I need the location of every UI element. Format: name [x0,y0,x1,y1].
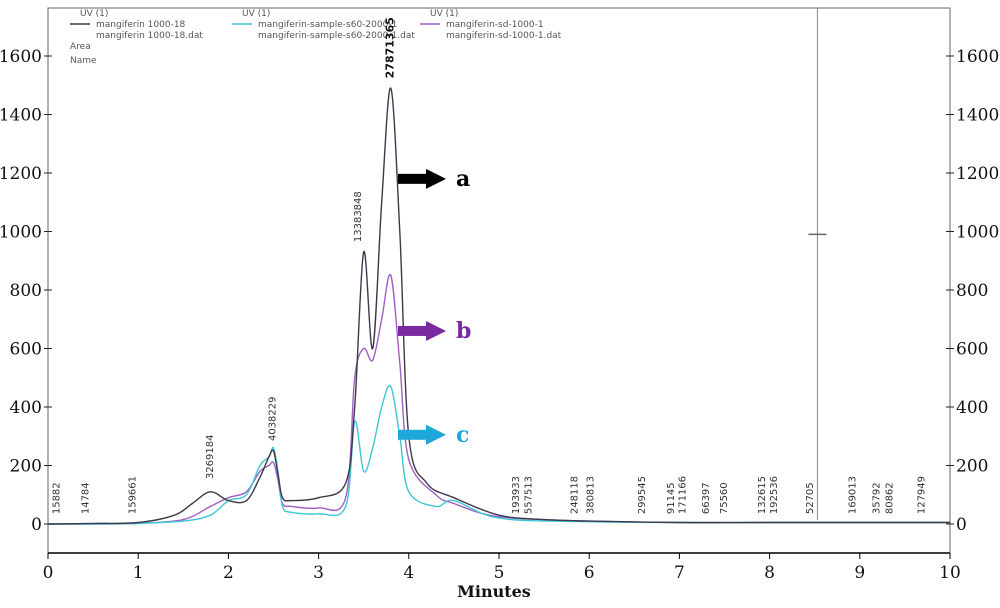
y-tick-label: 1000 [0,223,42,243]
annotations: a b c [398,166,471,448]
annotation-arrow-head [426,168,446,189]
peak-label: 13383848 [353,191,364,242]
peak-labels: 15882 14784 159661 3269184 4038229 13383848 27… [52,17,928,514]
x-tick-label: 7 [674,563,685,583]
x-tick-label: 3 [313,563,324,583]
legend-entry-name: mangiferin 1000-18 [96,20,186,30]
area-label: Area [70,42,91,52]
y-tick-label: 0 [31,515,42,535]
x-tick-label: 8 [764,563,775,583]
plot-border [47,7,951,554]
x-axis: 0 1 2 3 4 5 6 7 8 9 10 [43,553,961,583]
y-tick-label: 600 [10,340,42,360]
y-tick-label-right: 200 [956,457,988,477]
peak-label: 192536 [769,476,780,514]
y-tick-label: 200 [10,457,42,477]
y-axis-right: 0 200 400 600 800 1000 1200 1400 1600 [946,47,999,535]
peak-label: 66397 [701,482,712,514]
y-tick-label-right: 1000 [956,223,999,243]
name-label: Name [70,56,97,66]
y-tick-label-right: 1200 [956,164,999,184]
peak-label: 127949 [917,476,928,514]
y-tick-label: 1400 [0,106,42,126]
y-tick-label-right: 1400 [956,106,999,126]
series-line [47,87,950,525]
peak-label: 171166 [678,476,689,514]
annotation-arrow-shaft [398,429,428,440]
peak-label: 159661 [127,476,138,514]
peak-label: 248118 [569,476,580,514]
peak-label: 4038229 [267,396,278,441]
peak-label: 91145 [666,482,677,514]
annotation-label: b [456,318,471,344]
y-axis-left: 0 200 400 600 800 1000 1200 1400 1600 [0,47,52,535]
y-tick-label: 800 [10,281,42,301]
peak-label: 132615 [757,476,768,514]
peak-label: 299545 [637,476,648,514]
legend-entry-source: UV (1) [242,9,270,19]
peak-label: 52705 [805,482,816,514]
legend-entry-source: UV (1) [430,9,458,19]
annotation-arrow-shaft [398,325,428,336]
x-tick-label: 5 [494,563,505,583]
peak-label: 193933 [511,476,522,514]
x-tick-label: 9 [854,563,865,583]
legend-entry-name: mangiferin-sample-s60-2000-1 [258,20,397,30]
peak-label: 27871365 [383,17,396,78]
legend-entry-file: mangiferin-sample-s60-2000-1.dat [258,31,415,41]
peak-label: 75560 [719,482,730,514]
y-tick-label: 1200 [0,164,42,184]
peak-label: 3269184 [205,435,216,480]
x-tick-label: 2 [223,563,234,583]
peak-label: 80862 [884,482,895,514]
y-tick-label: 400 [10,398,42,418]
annotation-arrow-head [426,320,446,341]
x-tick-label: 4 [403,563,414,583]
plot-frame [47,7,951,554]
peak-label: 14784 [81,482,92,514]
legend-entry-source: UV (1) [80,9,108,19]
series-group [47,87,950,525]
peak-label: 380813 [586,476,597,514]
peak-label: 169013 [847,476,858,514]
y-tick-label-right: 400 [956,398,988,418]
y-tick-label-right: 0 [956,515,967,535]
x-tick-label: 10 [939,563,961,583]
annotation-label: a [456,166,470,192]
x-tick-label: 0 [43,563,54,583]
y-tick-label-right: 800 [956,281,988,301]
y-tick-label-right: 600 [956,340,988,360]
y-tick-label-right: 1600 [956,47,999,67]
x-axis-title: Minutes [457,582,531,601]
x-tick-label: 6 [584,563,595,583]
x-tick-label: 1 [133,563,144,583]
annotation-label: c [456,422,469,448]
peak-label: 35792 [872,482,883,514]
legend-entry-file: mangiferin 1000-18.dat [96,31,203,41]
annotation-arrow-head [426,424,446,445]
peak-label: 15882 [52,482,63,514]
peak-label: 557513 [523,476,534,514]
y-tick-label: 1600 [0,47,42,67]
legend-entry-file: mangiferin-sd-1000-1.dat [446,31,562,41]
legend-entry-name: mangiferin-sd-1000-1 [446,20,544,30]
annotation-arrow-shaft [398,173,428,184]
